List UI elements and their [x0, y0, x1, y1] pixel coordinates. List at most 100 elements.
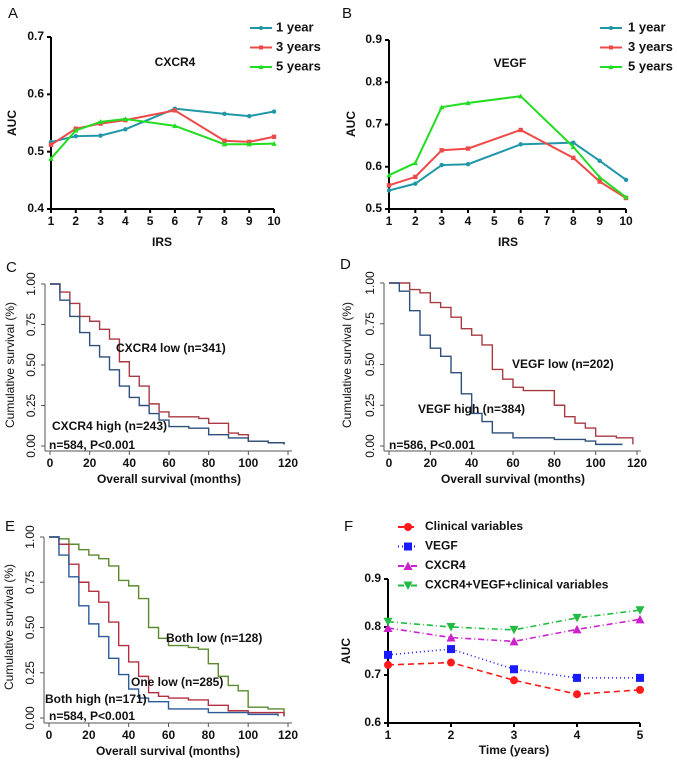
series-line — [387, 661, 641, 696]
series-2 — [49, 536, 285, 717]
data-point — [597, 158, 602, 164]
y-tick-label: 0.9 — [365, 32, 382, 46]
x-tick-label: 80 — [202, 728, 216, 742]
data-point — [509, 625, 519, 635]
legend-item: 5 years — [600, 58, 673, 73]
legend-item: CXCR4 — [398, 558, 466, 572]
series-line — [50, 117, 275, 160]
x-tick-label: 8 — [221, 214, 228, 228]
x-axis-label: Overall survival (months) — [96, 744, 240, 758]
curve-label: Both high (n=171) — [45, 692, 147, 706]
data-point — [518, 142, 523, 147]
y-tick-label: 0.25 — [363, 393, 377, 417]
data-point — [447, 658, 455, 667]
data-point — [222, 111, 227, 117]
data-point — [122, 116, 129, 122]
data-point — [271, 109, 277, 114]
data-point — [465, 162, 471, 167]
data-point — [48, 142, 54, 147]
y-tick-label: 0.9 — [364, 571, 381, 585]
y-tick-label: 0.75 — [24, 312, 38, 336]
curve-label: One low (n=285) — [131, 675, 223, 689]
series-1 — [384, 658, 644, 699]
y-tick-label: 0.50 — [23, 615, 37, 639]
legend-item: Clinical variables — [398, 519, 523, 533]
x-tick-label: 10 — [619, 214, 633, 228]
data-point — [465, 146, 471, 151]
panel-letter: D — [340, 256, 351, 273]
series-line — [388, 141, 627, 192]
data-point — [97, 119, 104, 125]
x-axis-label: IRS — [498, 235, 518, 249]
survival-curve — [389, 282, 623, 446]
panel-letter: A — [8, 5, 18, 22]
data-point — [572, 624, 582, 634]
series-line — [388, 95, 627, 198]
data-point — [465, 100, 471, 106]
data-point — [383, 623, 393, 632]
x-tick-label: 60 — [162, 728, 176, 742]
panel-c: C 0.00 0.25 0.50 0.75 1.00 0 20 40 60 80 100 120 Over… — [3, 259, 298, 486]
data-point — [172, 123, 178, 129]
legend-item: 3 years — [600, 39, 673, 54]
panel-e: E 0.00 0.25 0.50 0.75 1.00 0 20 40 60 80 100 120 Over… — [2, 518, 298, 758]
data-point — [510, 676, 518, 685]
panel-d: D 0.00 0.25 0.50 0.75 1.00 0 20 40 60 80 100 120 Over… — [340, 256, 647, 486]
legend-label: Clinical variables — [425, 519, 523, 533]
x-tick-label: 100 — [238, 456, 258, 470]
legend-label: VEGF — [425, 539, 458, 553]
data-point — [439, 162, 444, 168]
series-3 — [383, 614, 645, 646]
legend-item: 3 years — [250, 39, 321, 54]
series-2 — [384, 645, 644, 682]
legend-item: CXCR4+VEGF+clinical variables — [398, 578, 609, 592]
data-point — [573, 690, 581, 699]
x-tick-label: 4 — [122, 214, 129, 228]
data-point — [412, 160, 419, 166]
data-point — [570, 144, 577, 150]
stats-annotation: n=584, P<0.001 — [49, 709, 135, 723]
y-axis-label: AUC — [5, 110, 19, 136]
y-tick-label: 0.4 — [27, 201, 44, 215]
panel-letter: F — [344, 518, 353, 535]
data-point — [271, 134, 277, 139]
data-point — [635, 614, 645, 624]
x-axis-label: Overall survival (months) — [441, 472, 585, 486]
series-line — [387, 648, 640, 679]
y-axis-label: AUC — [339, 638, 353, 664]
x-axis-label: IRS — [152, 235, 172, 249]
y-tick-label: 0.7 — [364, 667, 381, 681]
data-point — [446, 623, 456, 632]
x-tick-label: 5 — [147, 214, 154, 228]
y-tick-label: 0.00 — [363, 434, 377, 458]
curve-label: CXCR4 low (n=341) — [116, 341, 226, 355]
data-point — [246, 141, 252, 147]
data-point — [403, 561, 413, 570]
y-tick-label: 0.6 — [365, 159, 382, 173]
x-tick-label: 9 — [596, 214, 603, 228]
chart-title: VEGF — [494, 56, 527, 70]
stats-annotation: n=584, P<0.001 — [49, 438, 135, 452]
data-point — [222, 138, 227, 143]
legend-item: 1 year — [600, 19, 666, 34]
x-tick-label: 40 — [465, 456, 479, 470]
y-tick-label: 0.50 — [24, 353, 38, 377]
x-tick-label: 120 — [278, 728, 298, 742]
legend-item: 1 year — [250, 19, 314, 34]
data-point — [259, 45, 263, 50]
data-point — [247, 113, 252, 119]
data-point — [609, 45, 613, 50]
x-tick-label: 0 — [47, 456, 54, 470]
data-point — [447, 645, 455, 654]
series-line — [50, 107, 275, 143]
data-point — [48, 155, 54, 161]
data-point — [73, 127, 79, 133]
curve-label: VEGF high (n=384) — [418, 402, 525, 416]
data-point — [609, 26, 613, 30]
curve-label: VEGF low (n=202) — [512, 357, 614, 371]
series-2 — [50, 283, 285, 445]
x-tick-label: 6 — [517, 214, 524, 228]
data-point — [509, 636, 519, 646]
data-point — [258, 64, 264, 69]
y-tick-label: 0.8 — [365, 74, 382, 88]
